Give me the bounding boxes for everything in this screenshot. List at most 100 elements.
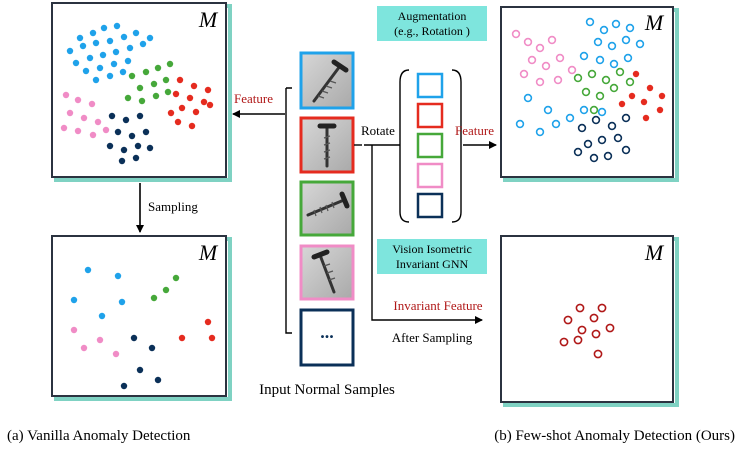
feature-point <box>94 118 102 126</box>
augmentation-subtitle: (e.g., Rotation ) <box>394 24 470 38</box>
feature-point <box>573 335 583 345</box>
feature-point <box>102 126 110 134</box>
screw-icon <box>312 59 349 103</box>
feature-point <box>96 64 104 72</box>
feature-point <box>555 53 565 63</box>
feature-point <box>575 303 585 313</box>
vanilla-feature-space-panel: M <box>51 2 232 182</box>
feature-point <box>150 294 158 302</box>
feature-point <box>607 121 617 131</box>
manifold-symbol: M <box>198 240 219 265</box>
feature-point <box>515 119 525 129</box>
feature-point <box>543 105 553 115</box>
feature-point <box>114 272 122 280</box>
vanilla-sampled-space-panel: M <box>51 235 232 401</box>
feature-point <box>66 109 74 117</box>
feature-point <box>628 92 636 100</box>
augmentation-highlight <box>377 6 487 41</box>
feature-point <box>208 334 216 342</box>
feature-point <box>126 44 134 52</box>
feature-point <box>146 34 154 42</box>
feature-point <box>148 344 156 352</box>
feature-point <box>164 88 172 96</box>
gnn-subtitle: Invariant GNN <box>396 257 469 271</box>
feature-point <box>551 119 561 129</box>
feature-point <box>120 146 128 154</box>
screw-icon <box>311 249 336 294</box>
feature-point <box>565 113 575 123</box>
feature-point <box>632 70 640 78</box>
feature-point <box>611 19 621 29</box>
feature-point <box>118 298 126 306</box>
feature-point <box>106 37 114 45</box>
augmented-feature-points <box>511 17 666 163</box>
feature-point <box>591 329 601 339</box>
feature-point <box>188 122 196 130</box>
feature-point <box>128 132 136 140</box>
feature-point <box>621 113 631 123</box>
feature-point <box>138 97 146 105</box>
feature-point <box>120 382 128 390</box>
feature-point <box>162 286 170 294</box>
feature-point <box>132 154 140 162</box>
feature-point <box>601 75 611 85</box>
rotate-label: Rotate <box>361 123 395 138</box>
feature-point <box>535 127 545 137</box>
feature-point <box>618 100 626 108</box>
feature-point <box>192 108 200 116</box>
rotated-variant-blue <box>416 72 444 99</box>
input-samples-column: ... <box>299 51 355 367</box>
invariant-feature-space-panel: M <box>500 235 679 407</box>
feature-point <box>597 303 607 313</box>
feature-point <box>118 157 126 165</box>
feature-point <box>122 116 130 124</box>
feature-point <box>597 107 607 117</box>
feature-point <box>136 112 144 120</box>
feature-point <box>79 42 87 50</box>
feature-point <box>599 25 609 35</box>
feature-point <box>646 84 654 92</box>
feature-point <box>523 37 533 47</box>
feature-point <box>519 69 529 79</box>
feature-point <box>74 96 82 104</box>
feature-point <box>80 344 88 352</box>
feature-point <box>605 323 615 333</box>
feature-point <box>154 64 162 72</box>
feature-point <box>112 48 120 56</box>
feature-point <box>106 142 114 150</box>
feature-point <box>593 349 603 359</box>
panel-border <box>500 235 674 403</box>
feature-point <box>124 57 132 65</box>
feature-point <box>178 104 186 112</box>
feature-point <box>577 123 587 133</box>
feature-point <box>120 33 128 41</box>
feature-point <box>178 334 186 342</box>
feature-point <box>595 91 605 101</box>
feature-point <box>132 29 140 37</box>
feature-point <box>139 40 147 48</box>
feature-point <box>623 53 633 63</box>
feature-point <box>204 86 212 94</box>
invariant-feature-points <box>559 303 615 359</box>
feature-point <box>613 133 623 143</box>
feature-point <box>128 72 136 80</box>
feature-point <box>573 73 583 83</box>
manifold-symbol: M <box>644 10 665 35</box>
invariant-feature-label: Invariant Feature <box>393 298 482 313</box>
feature-point <box>113 22 121 30</box>
feature-point <box>152 92 160 100</box>
feature-point <box>563 315 573 325</box>
feature-point <box>89 29 97 37</box>
feature-point <box>609 83 619 93</box>
feature-point <box>200 98 208 106</box>
feature-point <box>607 41 617 51</box>
feature-point <box>176 76 184 84</box>
feature-point <box>206 101 214 109</box>
feature-point <box>577 325 587 335</box>
rotated-variant-green <box>416 132 444 159</box>
feature-point <box>62 91 70 99</box>
feature-label-left: Feature <box>234 91 273 106</box>
feature-point <box>535 77 545 87</box>
feature-point <box>92 39 100 47</box>
